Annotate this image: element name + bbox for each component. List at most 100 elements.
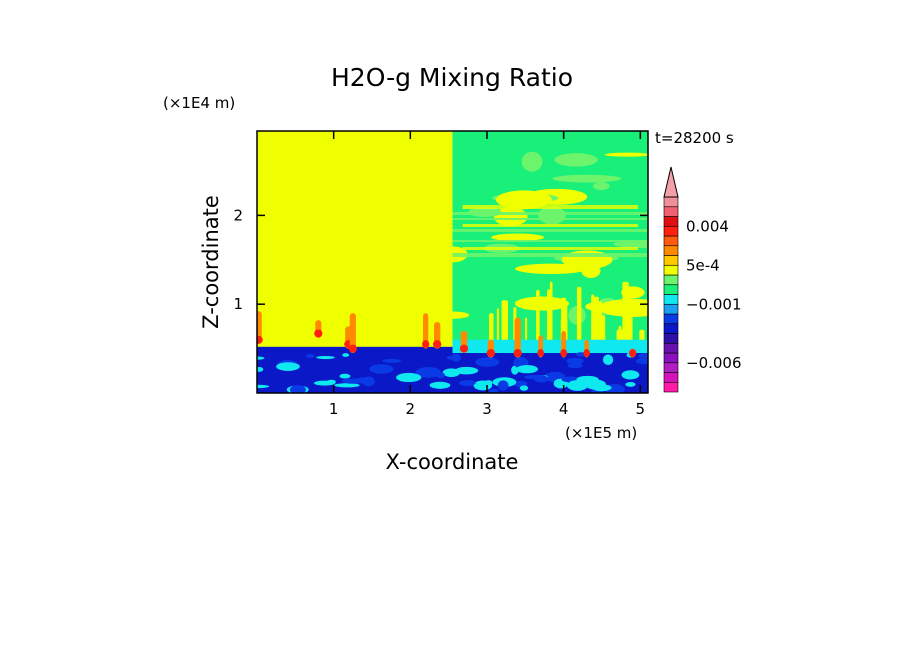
boundary-eddy <box>369 364 394 374</box>
boundary-eddy <box>276 362 300 371</box>
colorbar-band <box>663 323 679 334</box>
moisture-patch <box>491 233 544 242</box>
cyan-layer <box>452 339 648 354</box>
colorbar-extend-arrow <box>663 166 679 198</box>
boundary-eddy <box>446 355 454 360</box>
colorbar-band <box>663 225 679 237</box>
plume-core <box>537 349 544 358</box>
colorbar-band <box>663 206 679 217</box>
plume-core <box>628 349 637 358</box>
boundary-eddy <box>567 362 583 369</box>
stratified-band <box>452 218 648 220</box>
colorbar-band <box>663 245 679 256</box>
boundary-eddy <box>602 354 614 366</box>
x-tick-label: 1 <box>329 400 339 418</box>
boundary-eddy <box>339 373 351 379</box>
boundary-eddy <box>382 358 402 363</box>
plume-core <box>560 349 568 358</box>
chart-title: H2O-g Mixing Ratio <box>331 63 573 92</box>
moisture-patch <box>521 151 543 172</box>
boundary-eddy <box>334 383 360 388</box>
boundary-eddy <box>475 357 500 367</box>
boundary-eddy <box>488 388 499 393</box>
colorbar-band <box>663 342 679 354</box>
moisture-patch <box>515 263 588 274</box>
colorbar-band <box>663 333 679 344</box>
colorbar-label: −0.001 <box>686 295 742 313</box>
plume-core <box>513 349 522 358</box>
moisture-patch <box>598 298 648 317</box>
boundary-eddy <box>576 375 599 383</box>
convective-plume <box>514 317 521 358</box>
colorbar-band <box>663 352 679 364</box>
boundary-eddy <box>306 354 315 358</box>
moisture-patch <box>604 152 648 157</box>
time-label: t=28200 s <box>655 129 734 147</box>
colorbar-band <box>663 381 679 393</box>
boundary-eddy <box>519 385 529 391</box>
boundary-eddy <box>473 380 493 391</box>
colorbar-band <box>663 196 679 208</box>
colorbar-band <box>663 274 679 286</box>
plume-core <box>459 344 469 353</box>
boundary-eddy <box>257 384 270 389</box>
x-axis: 1 2 3 4 5 <box>329 131 645 418</box>
boundary-eddy <box>257 356 265 360</box>
boundary-eddy <box>289 384 306 393</box>
stratified-band <box>462 205 638 209</box>
colorbar: 0.004 5e-4 −0.001 −0.006 <box>663 166 742 393</box>
boundary-eddy <box>450 353 462 362</box>
colorbar-band <box>663 264 679 276</box>
plume-core <box>432 340 442 349</box>
plume-core <box>314 329 323 338</box>
boundary-eddy <box>454 366 479 375</box>
y-axis: 12 <box>233 206 648 313</box>
boundary-eddy <box>497 380 509 391</box>
boundary-eddy <box>511 365 519 375</box>
x-tick-label: 3 <box>482 400 492 418</box>
colorbar-band <box>663 255 679 266</box>
plume-core <box>348 344 357 353</box>
y-tick-label: 2 <box>233 206 243 224</box>
boundary-eddy <box>415 366 441 378</box>
colorbar-band <box>663 216 679 227</box>
boundary-eddy <box>566 357 584 365</box>
colorbar-band <box>663 372 679 383</box>
plume-core <box>257 335 263 344</box>
colorbar-label: 0.004 <box>686 217 729 235</box>
colorbar-band <box>663 235 679 247</box>
moisture-patch <box>592 182 610 191</box>
boundary-eddy <box>313 380 336 386</box>
plot-frame <box>256 130 649 394</box>
boundary-eddy <box>533 375 549 383</box>
y-unit-label: (×1E4 m) <box>163 94 235 112</box>
colorbar-band <box>663 284 679 295</box>
boundary-eddy <box>635 357 648 365</box>
boundary-eddy <box>625 381 636 387</box>
stratified-band <box>452 212 648 215</box>
boundary-eddy <box>436 372 446 379</box>
x-unit-label: (×1E5 m) <box>565 424 637 442</box>
x-axis-title: X-coordinate <box>386 450 519 474</box>
x-tick-label: 5 <box>636 400 646 418</box>
x-tick-label: 4 <box>559 400 569 418</box>
x-tick-label: 2 <box>406 400 416 418</box>
moisture-patch <box>496 190 552 210</box>
boundary-eddy <box>257 366 264 372</box>
boundary-eddy <box>566 380 589 391</box>
moisture-patch <box>554 153 598 167</box>
boundary-eddy <box>621 370 640 380</box>
colorbar-label: 5e-4 <box>686 256 720 274</box>
moisture-patch <box>493 207 528 227</box>
plume-core <box>486 349 496 358</box>
moisture-patch <box>435 311 470 319</box>
colorbar-band <box>663 294 679 305</box>
plume-core <box>583 349 590 358</box>
boundary-eddy <box>341 378 364 384</box>
colorbar-band <box>663 313 679 325</box>
plume-core <box>422 340 430 349</box>
boundary-eddy <box>362 376 375 387</box>
boundary-eddy <box>591 384 612 392</box>
heatmap-field <box>257 131 648 393</box>
